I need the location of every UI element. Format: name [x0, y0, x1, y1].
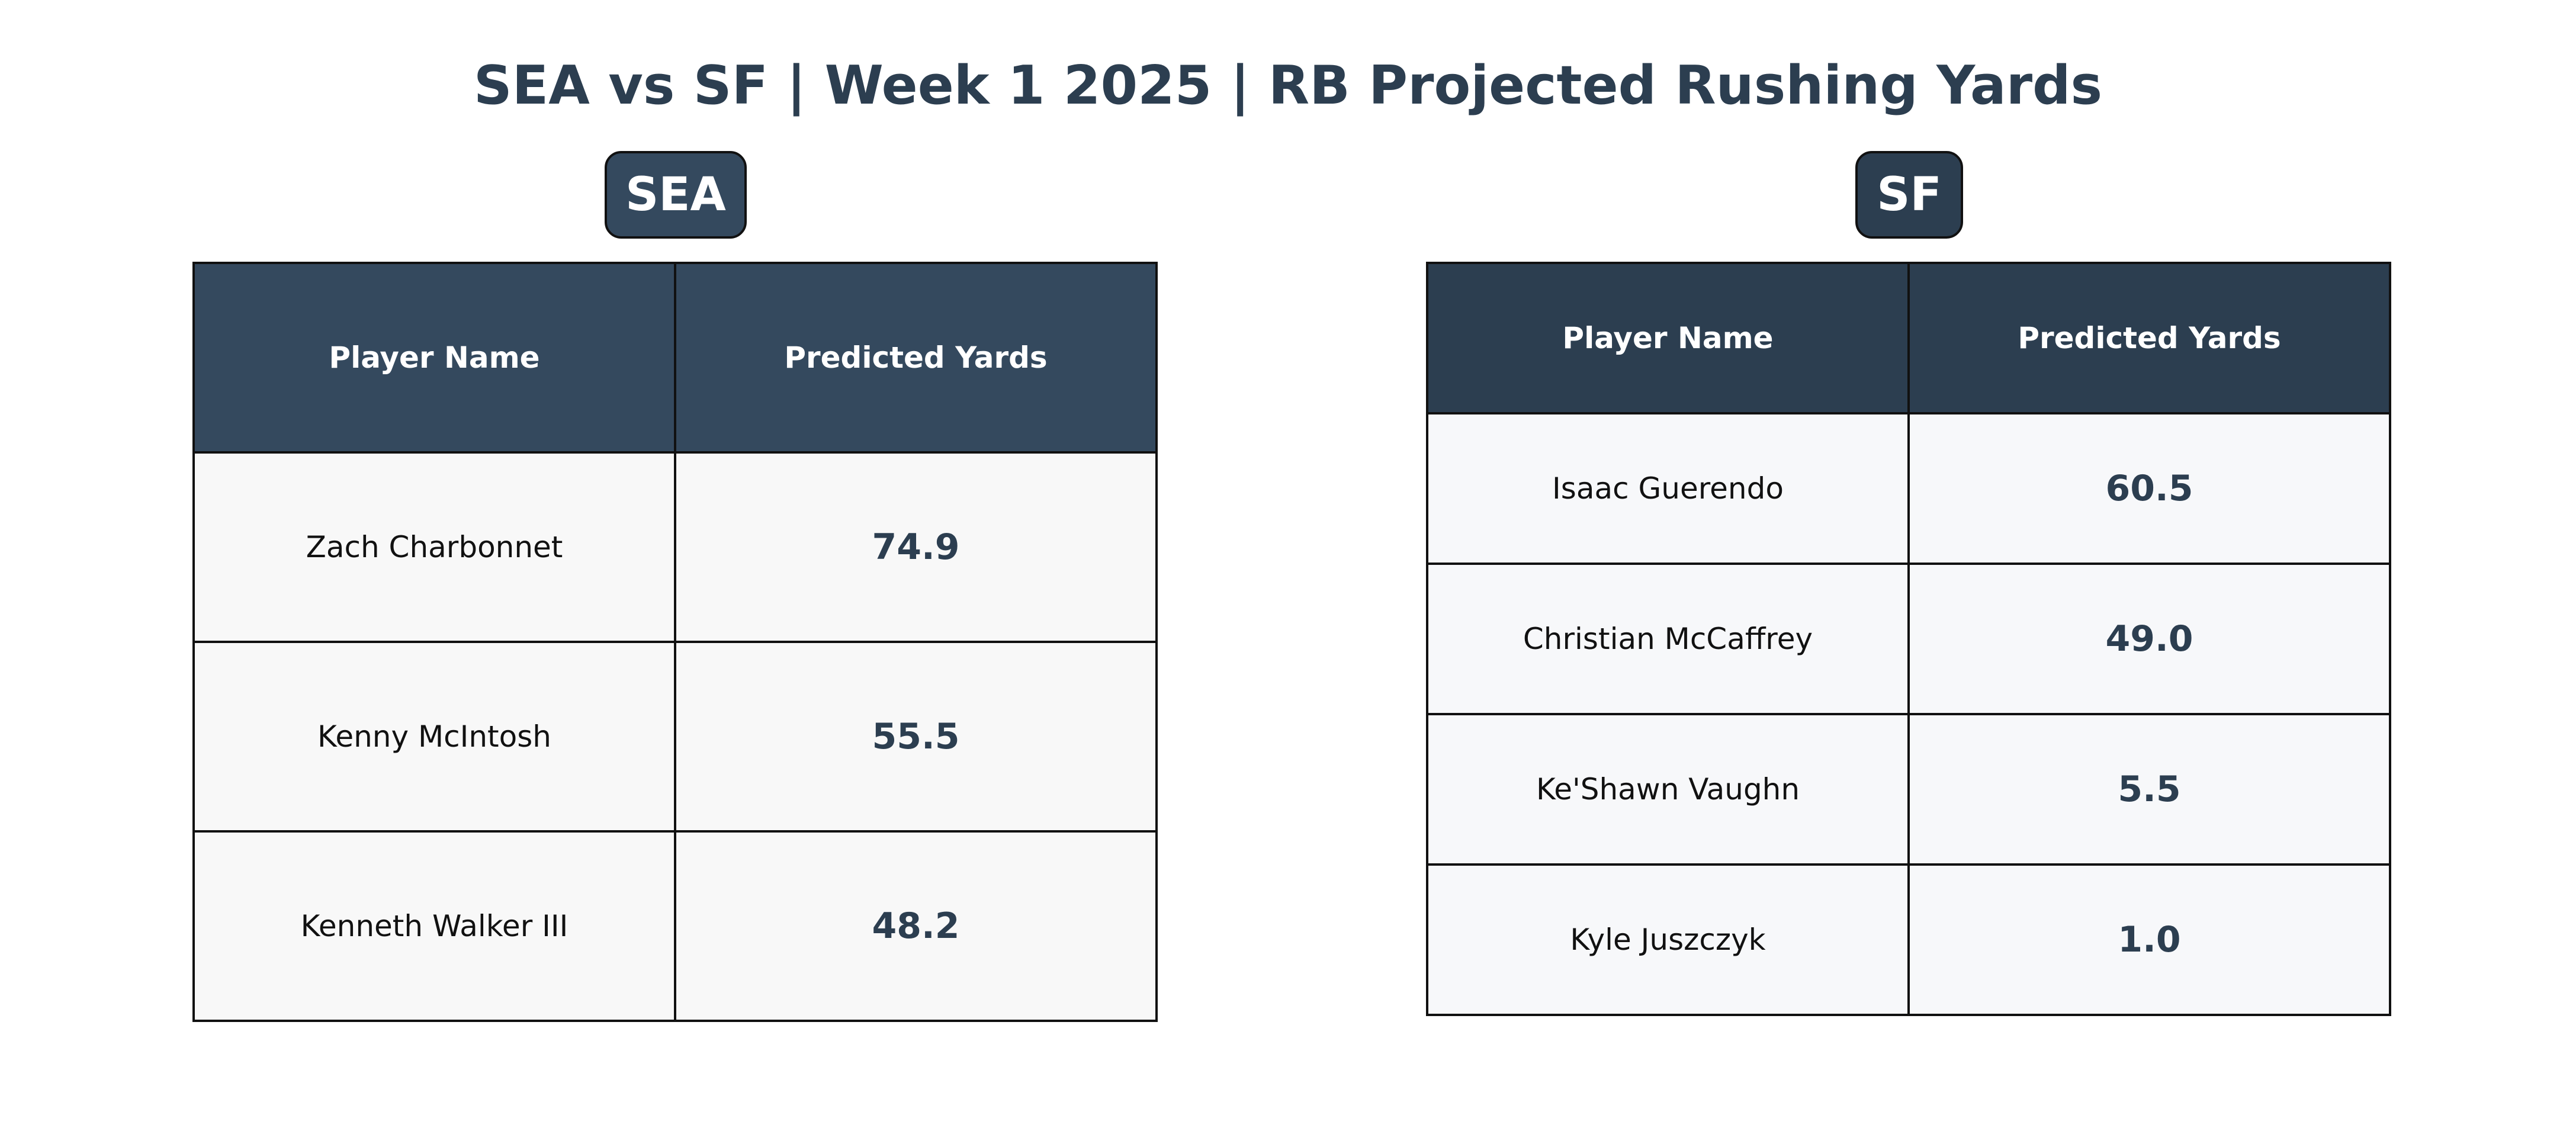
- table-row: Kenneth Walker III 48.2: [192, 830, 1158, 1022]
- predicted-yards-cell: 5.5: [1907, 713, 2391, 866]
- table-row: Kyle Juszczyk 1.0: [1426, 863, 2391, 1016]
- table-row: Isaac Guerendo 60.5: [1426, 412, 2391, 565]
- table-row: Kenny McIntosh 55.5: [192, 641, 1158, 833]
- column-header-predicted-yards: Predicted Yards: [1907, 262, 2391, 414]
- predicted-yards-cell: 1.0: [1907, 863, 2391, 1016]
- table-row: Zach Charbonnet 74.9: [192, 451, 1158, 643]
- predicted-yards-cell: 48.2: [674, 830, 1158, 1022]
- predicted-yards-cell: 49.0: [1907, 563, 2391, 715]
- column-header-player-name: Player Name: [192, 262, 676, 454]
- table-row: Christian McCaffrey 49.0: [1426, 563, 2391, 715]
- page-title: SEA vs SF | Week 1 2025 | RB Projected R…: [473, 54, 2103, 117]
- table-header-row: Player Name Predicted Yards: [1426, 262, 2391, 414]
- player-name-cell: Ke'Shawn Vaughn: [1426, 713, 1910, 866]
- column-header-player-name: Player Name: [1426, 262, 1910, 414]
- column-header-predicted-yards: Predicted Yards: [674, 262, 1158, 454]
- player-name-cell: Kenny McIntosh: [192, 641, 676, 833]
- table-row: Ke'Shawn Vaughn 5.5: [1426, 713, 2391, 866]
- table-header-row: Player Name Predicted Yards: [192, 262, 1158, 454]
- predicted-yards-cell: 74.9: [674, 451, 1158, 643]
- player-name-cell: Kenneth Walker III: [192, 830, 676, 1022]
- sf-projection-table: Player Name Predicted Yards Isaac Gueren…: [1426, 262, 2391, 1016]
- sea-projection-table: Player Name Predicted Yards Zach Charbon…: [192, 262, 1158, 1022]
- player-name-cell: Christian McCaffrey: [1426, 563, 1910, 715]
- predicted-yards-cell: 60.5: [1907, 412, 2391, 565]
- player-name-cell: Zach Charbonnet: [192, 451, 676, 643]
- team-badge-sea: SEA: [605, 151, 747, 239]
- team-badge-sf: SF: [1855, 151, 1963, 239]
- player-name-cell: Kyle Juszczyk: [1426, 863, 1910, 1016]
- predicted-yards-cell: 55.5: [674, 641, 1158, 833]
- player-name-cell: Isaac Guerendo: [1426, 412, 1910, 565]
